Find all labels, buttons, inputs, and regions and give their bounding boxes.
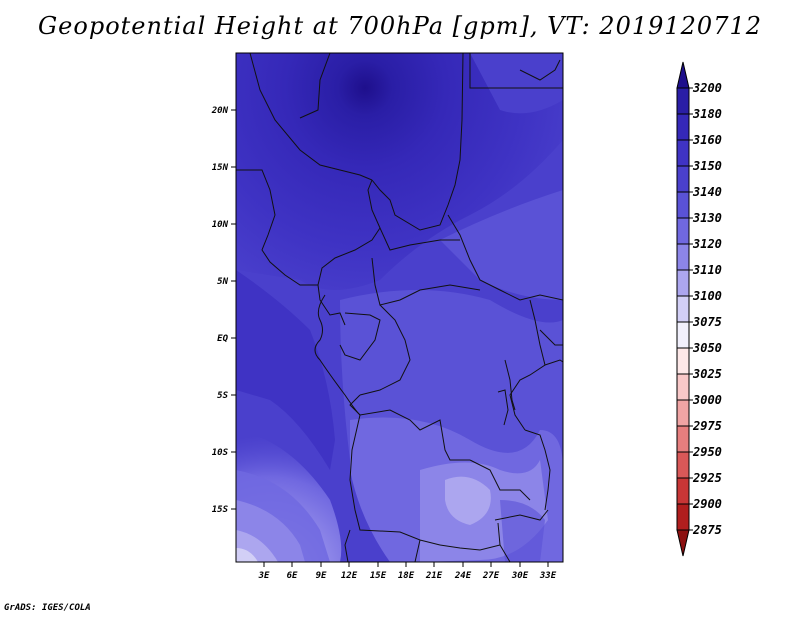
colorbar-segment bbox=[676, 191, 690, 219]
lon-label-9e: 9E bbox=[316, 571, 327, 581]
country-borders bbox=[236, 53, 563, 562]
lat-label-20n: 20N bbox=[211, 106, 229, 116]
colorbar-label: 3160 bbox=[692, 133, 722, 147]
lon-label-18e: 18E bbox=[398, 571, 415, 581]
colorbar-label: 3200 bbox=[692, 81, 722, 95]
colorbar: 3200 3180 3160 3150 3140 3130 3120 3110 3100 3075… bbox=[676, 61, 722, 557]
colorbar-label: 3100 bbox=[692, 289, 722, 303]
map-title: Geopotential Height at 700hPa [gpm], VT:… bbox=[38, 12, 762, 40]
lat-labels: 20N 15N 10N 5N EQ 5S 10S 15S bbox=[211, 106, 229, 515]
colorbar-label: 2900 bbox=[692, 497, 722, 511]
lat-label-5n: 5N bbox=[217, 277, 228, 287]
colorbar-cap-top bbox=[676, 61, 690, 89]
colorbar-label: 3075 bbox=[692, 315, 722, 329]
colorbar-segment bbox=[676, 87, 690, 115]
map-frame bbox=[235, 52, 564, 563]
lat-label-eq: EQ bbox=[217, 334, 228, 344]
colorbar-label: 2975 bbox=[692, 419, 722, 433]
colorbar-segment bbox=[676, 165, 690, 193]
lon-label-27e: 27E bbox=[482, 571, 500, 581]
colorbar-label: 2875 bbox=[692, 523, 722, 537]
colorbar-label: 3120 bbox=[692, 237, 722, 251]
colorbar-label: 3000 bbox=[692, 393, 722, 407]
colorbar-segment bbox=[676, 139, 690, 167]
colorbar-segment bbox=[676, 269, 690, 297]
colorbar-label: 3110 bbox=[692, 263, 722, 277]
lat-label-10s: 10S bbox=[212, 448, 229, 458]
colorbar-label: 3130 bbox=[692, 211, 722, 225]
colorbar-segment bbox=[676, 477, 690, 505]
colorbar-segment bbox=[676, 451, 690, 479]
colorbar-segment bbox=[676, 425, 690, 453]
lat-label-10n: 10N bbox=[212, 220, 229, 230]
lon-label-15e: 15E bbox=[370, 571, 387, 581]
colorbar-segment bbox=[676, 503, 690, 531]
colorbar-label: 3025 bbox=[692, 367, 722, 381]
lat-label-15s: 15S bbox=[212, 505, 229, 515]
lon-label-12e: 12E bbox=[341, 571, 358, 581]
colorbar-label: 3050 bbox=[692, 341, 722, 355]
colorbar-segment bbox=[676, 321, 690, 349]
colorbar-label: 3140 bbox=[692, 185, 722, 199]
colorbar-label: 2950 bbox=[692, 445, 722, 459]
colorbar-label: 3180 bbox=[692, 107, 722, 121]
lon-label-33e: 33E bbox=[539, 571, 557, 581]
colorbar-segment bbox=[676, 295, 690, 323]
lon-label-3e: 3E bbox=[258, 571, 270, 581]
lat-label-5s: 5S bbox=[217, 391, 228, 401]
colorbar-segment bbox=[676, 399, 690, 427]
colorbar-segment bbox=[676, 347, 690, 375]
colorbar-segment bbox=[676, 217, 690, 245]
lon-label-21e: 21E bbox=[425, 571, 443, 581]
colorbar-segment bbox=[676, 113, 690, 141]
lat-ticks bbox=[231, 109, 236, 510]
lon-label-6e: 6E bbox=[287, 571, 298, 581]
geopotential-field bbox=[236, 53, 563, 562]
lon-ticks bbox=[263, 562, 549, 567]
colorbar-segment bbox=[676, 243, 690, 271]
lat-label-15n: 15N bbox=[212, 163, 229, 173]
lon-labels: 3E 6E 9E 12E 15E 18E 21E 24E 27E 30E 33E bbox=[258, 571, 557, 581]
lon-label-30e: 30E bbox=[511, 571, 529, 581]
colorbar-label: 3150 bbox=[692, 159, 722, 173]
grads-credit: GrADS: IGES/COLA bbox=[4, 603, 91, 613]
colorbar-segment bbox=[676, 373, 690, 401]
lon-label-24e: 24E bbox=[454, 571, 472, 581]
colorbar-cap-bottom bbox=[676, 529, 690, 557]
colorbar-label: 2925 bbox=[692, 471, 722, 485]
